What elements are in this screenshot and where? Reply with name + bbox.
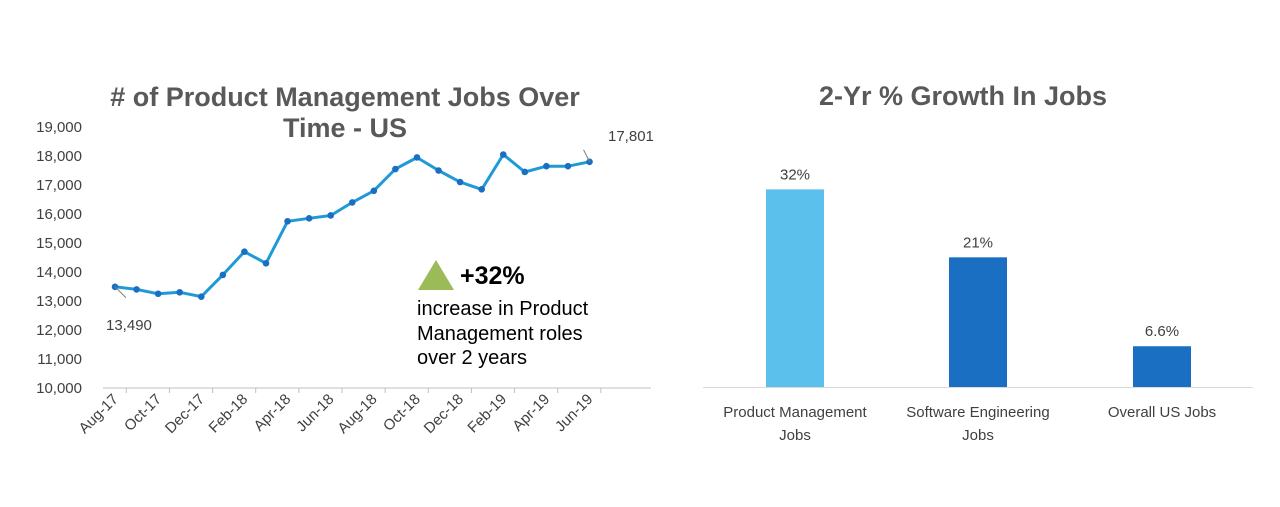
data-point — [348, 199, 356, 206]
y-tick-label: 16,000 — [36, 206, 82, 223]
x-tick-label: Apr-19 — [509, 391, 553, 435]
x-tick-label: Oct-17 — [121, 391, 165, 435]
bar-category-label: Jobs — [779, 427, 811, 444]
bar — [766, 189, 824, 387]
data-point — [413, 154, 421, 161]
data-point — [284, 217, 291, 225]
line-chart: # of Product Management Jobs Over Time -… — [36, 82, 654, 437]
x-tick-label: Aug-18 — [334, 391, 380, 437]
data-point — [435, 167, 442, 174]
first-value-label: 13,490 — [106, 317, 152, 334]
bar-category-labels: Product Management Jobs Software Engineeri… — [723, 404, 1216, 444]
x-tick-label: Dec-17 — [162, 391, 208, 437]
line-chart-title-line-2: Time - US — [283, 113, 407, 143]
x-axis-ticks — [125, 388, 602, 393]
bar-value-labels: 32% 21% 6.6% — [780, 166, 1179, 340]
data-point — [197, 293, 205, 300]
data-point — [305, 215, 313, 222]
bar — [949, 257, 1007, 387]
y-tick-label: 17,000 — [36, 177, 82, 194]
x-tick-label: Feb-19 — [464, 391, 510, 437]
callout-line-1: increase in Product — [417, 298, 589, 320]
bars — [766, 189, 1191, 387]
callout-line-2: Management roles — [417, 323, 583, 345]
x-tick-label: Jun-18 — [293, 391, 337, 435]
bar-value-label: 6.6% — [1145, 323, 1179, 340]
last-value-label: 17,801 — [608, 128, 654, 145]
data-point — [327, 212, 335, 219]
data-point — [564, 162, 572, 170]
line-chart-title-line-1: # of Product Management Jobs Over — [110, 82, 580, 112]
data-point — [543, 162, 550, 170]
first-value-leader — [114, 286, 127, 299]
data-point — [521, 168, 529, 176]
x-tick-label: Feb-18 — [206, 391, 252, 437]
data-point — [176, 289, 184, 296]
data-point — [262, 260, 270, 267]
data-point — [154, 290, 162, 298]
data-point — [241, 248, 248, 255]
x-tick-label: Apr-18 — [251, 391, 295, 435]
y-tick-label: 19,000 — [36, 119, 82, 136]
callout-value: +32% — [460, 262, 525, 290]
bar-category-label: Software Engineering — [906, 404, 1049, 421]
y-tick-label: 11,000 — [37, 351, 82, 368]
y-tick-label: 10,000 — [36, 380, 82, 397]
last-value-leader — [583, 149, 590, 162]
bar-value-label: 32% — [780, 166, 810, 183]
y-tick-label: 14,000 — [36, 264, 82, 281]
up-triangle-icon — [418, 260, 454, 290]
series-points — [111, 151, 593, 300]
data-point — [370, 187, 378, 195]
y-tick-label: 18,000 — [36, 148, 82, 165]
x-tick-label: Jun-19 — [552, 391, 596, 435]
data-point — [392, 165, 399, 173]
data-point — [478, 186, 485, 193]
data-point — [219, 271, 227, 279]
x-tick-label: Dec-18 — [421, 391, 467, 437]
data-point — [456, 178, 464, 186]
data-point — [499, 151, 507, 158]
y-tick-label: 13,000 — [36, 293, 82, 310]
y-tick-label: 15,000 — [36, 235, 82, 252]
data-point — [133, 286, 140, 293]
bar-category-label: Overall US Jobs — [1108, 404, 1216, 421]
y-tick-label: 12,000 — [36, 322, 82, 339]
bar-chart-title: 2-Yr % Growth In Jobs — [819, 81, 1107, 111]
bar-value-label: 21% — [963, 234, 993, 251]
callout-line-3: over 2 years — [417, 347, 527, 369]
bar-chart: 2-Yr % Growth In Jobs 32% 21% 6.6% Product… — [703, 81, 1253, 444]
bar-category-label: Jobs — [962, 427, 994, 444]
bar — [1133, 346, 1191, 387]
y-axis-ticks: 10,000 11,000 12,000 13,000 14,000 15,000 16,0… — [36, 119, 82, 397]
x-tick-label: Oct-18 — [380, 391, 424, 435]
bar-category-label: Product Management — [723, 404, 867, 421]
x-tick-label: Aug-17 — [76, 391, 122, 437]
